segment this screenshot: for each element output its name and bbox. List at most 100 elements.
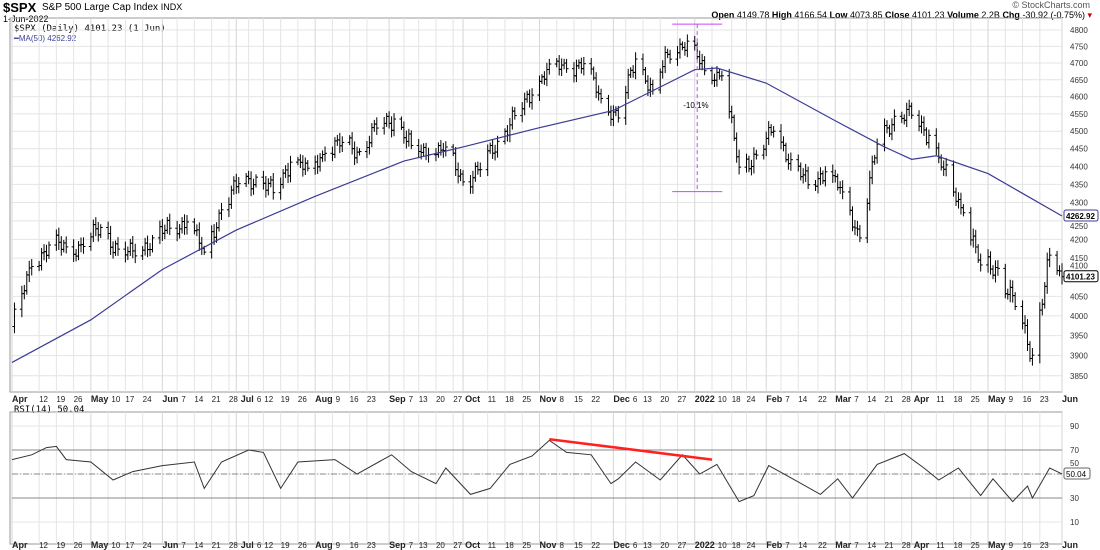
- price-bar: [544, 62, 549, 87]
- date-tick-label: 24: [143, 395, 152, 404]
- date-month-label: Apr: [12, 394, 28, 404]
- date-tick-label: 21: [885, 541, 894, 550]
- price-bar: [475, 161, 480, 175]
- price-bar: [702, 56, 707, 76]
- price-bar: [613, 106, 618, 117]
- date-tick-label: 28: [229, 541, 238, 550]
- price-bar: [650, 79, 655, 95]
- date-tick-label: 20: [436, 395, 445, 404]
- date-tick-label: 28: [229, 395, 238, 404]
- price-bar: [1025, 319, 1030, 351]
- price-bar: [234, 173, 239, 194]
- ohlc-key: Chg: [1002, 10, 1023, 20]
- rsi-panel-frame: [9, 411, 1063, 545]
- price-bar: [150, 234, 155, 253]
- price-bar: [399, 116, 404, 130]
- price-bar: [626, 68, 631, 99]
- date-month-label: Feb: [766, 540, 783, 550]
- price-bar: [1037, 302, 1042, 364]
- price-bar: [39, 247, 44, 271]
- price-bar: [714, 66, 719, 87]
- price-bar: [892, 109, 897, 132]
- price-bar: [145, 235, 150, 258]
- price-bar: [160, 219, 165, 241]
- price-bar: [539, 74, 544, 85]
- rsi-value-text: 50.04: [1066, 470, 1087, 479]
- date-tick-label: 22: [818, 395, 827, 404]
- price-bar: [682, 42, 687, 56]
- price-bar: [648, 77, 653, 97]
- price-bar: [818, 167, 823, 186]
- date-tick-label: 23: [1040, 541, 1049, 550]
- price-bar: [978, 253, 983, 272]
- ohlc-value: 4101.23: [912, 10, 948, 20]
- price-tick-label: 4200: [1070, 235, 1088, 244]
- price-bar: [283, 165, 288, 179]
- price-bar: [320, 150, 325, 162]
- date-tick-label: 14: [798, 541, 807, 550]
- ohlc-value: 4166.54: [794, 10, 830, 20]
- price-bar: [438, 140, 443, 156]
- date-month-label: Feb: [766, 394, 783, 404]
- price-bar: [133, 243, 138, 264]
- date-tick-label: 13: [643, 395, 652, 404]
- price-bar: [547, 58, 552, 75]
- price-bar: [123, 241, 128, 263]
- chart-date: 1-Jun-2022: [3, 14, 49, 24]
- date-tick-label: 7: [181, 395, 186, 404]
- price-bar: [520, 102, 525, 123]
- price-bar: [1008, 279, 1013, 303]
- price-bar: [182, 214, 187, 235]
- price-bar: [96, 222, 101, 242]
- date-month-label: Sep: [389, 394, 406, 404]
- price-bar: [281, 169, 286, 189]
- date-tick-label: 16: [350, 541, 359, 550]
- date-tick-label: 18: [505, 541, 514, 550]
- price-bar: [453, 146, 458, 176]
- price-bar: [167, 213, 172, 236]
- price-bar: [392, 113, 397, 137]
- price-bar: [944, 157, 949, 177]
- price-bar: [956, 192, 961, 209]
- price-tick-label: 4050: [1070, 292, 1088, 301]
- price-bar: [54, 229, 59, 251]
- price-bar: [921, 116, 926, 136]
- price-bar: [665, 48, 670, 59]
- rsi-legend: RSI(14) 50.04: [14, 405, 85, 415]
- price-bar: [1003, 263, 1008, 299]
- date-month-label: Apr: [914, 394, 930, 404]
- rsi-tick-label: 10: [1070, 518, 1079, 527]
- date-tick-label: 7: [785, 541, 790, 550]
- date-month-label: Jun: [162, 540, 178, 550]
- date-tick-label: 25: [971, 541, 980, 550]
- price-bar: [941, 160, 946, 176]
- date-tick-label: 23: [1040, 395, 1049, 404]
- price-bar: [157, 220, 162, 245]
- price-bar: [677, 38, 682, 59]
- brand-watermark: © StockCharts.com: [1012, 0, 1090, 10]
- price-bar: [177, 224, 182, 239]
- price-bar: [340, 136, 345, 152]
- ma50-line: [11, 67, 1063, 363]
- price-bar: [263, 176, 268, 198]
- date-tick-label: 14: [798, 395, 807, 404]
- rsi-tick-label: 30: [1070, 494, 1079, 503]
- date-tick-label: 18: [954, 541, 963, 550]
- price-bar: [197, 222, 202, 251]
- price-bar: [971, 228, 976, 248]
- price-bar: [1060, 263, 1064, 285]
- date-tick-label: 7: [854, 395, 859, 404]
- last-price-label: 4101.23: [1063, 270, 1099, 283]
- ohlc-value: -30.92 (-0.75%): [1022, 10, 1088, 20]
- price-bar: [352, 141, 357, 166]
- price-bar: [734, 132, 739, 163]
- last-price-label-text: 4101.23: [1066, 273, 1095, 282]
- price-bar: [769, 124, 774, 136]
- date-month-label: Oct: [465, 540, 480, 550]
- price-bar: [954, 187, 959, 206]
- price-bar: [44, 244, 49, 263]
- price-tick-label: 3900: [1070, 352, 1088, 361]
- price-bar: [382, 116, 387, 135]
- price-bar: [958, 192, 963, 215]
- price-bar: [857, 224, 862, 243]
